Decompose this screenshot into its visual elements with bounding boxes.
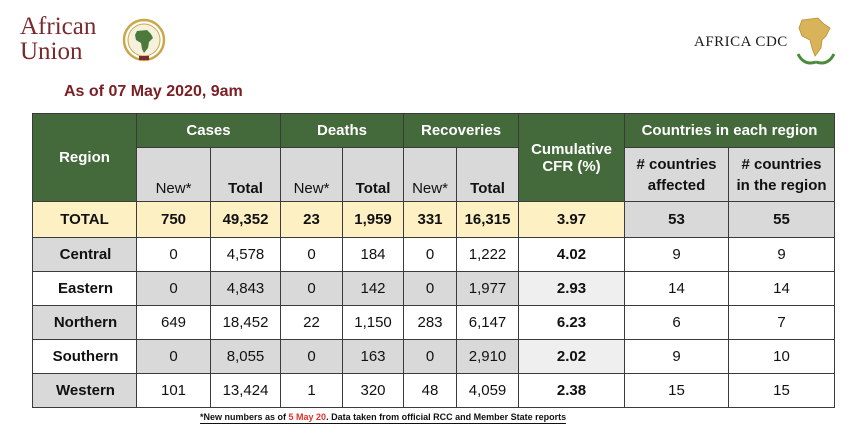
table-row-total: TOTAL 750 49,352 23 1,959 331 16,315 3.9… xyxy=(32,201,836,238)
cases-total: 18,452 xyxy=(209,305,282,340)
total-cases-total: 49,352 xyxy=(209,201,282,238)
recoveries-total: 4,059 xyxy=(456,373,520,408)
recoveries-total: 1,222 xyxy=(456,237,520,272)
recoveries-total: 6,147 xyxy=(456,305,520,340)
cdc-logo-text: AFRICA CDC xyxy=(694,34,788,50)
cfr-value: 2.38 xyxy=(518,373,626,408)
total-deaths-total: 1,959 xyxy=(342,201,405,238)
table-row: Southern 0 8,055 0 163 0 2,910 2.02 9 10 xyxy=(32,339,836,374)
total-deaths-new: 23 xyxy=(280,201,344,238)
deaths-total: 320 xyxy=(342,373,405,408)
header-cases-new: New* xyxy=(136,147,211,202)
region-name: Eastern xyxy=(32,271,137,306)
header-recoveries-new: New* xyxy=(403,147,458,202)
total-recoveries-total: 16,315 xyxy=(456,201,520,238)
countries-in-region: 9 xyxy=(728,237,836,272)
deaths-total: 1,150 xyxy=(342,305,405,340)
cdc-emblem-icon xyxy=(796,17,836,65)
african-union-logo: African Union xyxy=(20,14,170,74)
cfr-value: 4.02 xyxy=(518,237,626,272)
cfr-value: 2.93 xyxy=(518,271,626,306)
countries-affected: 9 xyxy=(624,339,730,374)
recoveries-new: 0 xyxy=(403,339,458,374)
report-date: As of 07 May 2020, 9am xyxy=(64,83,243,100)
cfr-value: 6.23 xyxy=(518,305,626,340)
au-emblem-icon xyxy=(122,18,166,62)
header-countries-in-region: # countries in the region xyxy=(728,147,836,202)
header-region: Region xyxy=(32,113,137,202)
deaths-total: 163 xyxy=(342,339,405,374)
countries-affected: 9 xyxy=(624,237,730,272)
countries-in-region: 15 xyxy=(728,373,836,408)
region-name: Southern xyxy=(32,339,137,374)
countries-in-region: 14 xyxy=(728,271,836,306)
countries-in-region: 7 xyxy=(728,305,836,340)
table-row: Eastern 0 4,843 0 142 0 1,977 2.93 14 14 xyxy=(32,271,836,306)
countries-affected: 15 xyxy=(624,373,730,408)
recoveries-new: 283 xyxy=(403,305,458,340)
countries-affected: 6 xyxy=(624,305,730,340)
au-logo-text: African Union xyxy=(20,13,97,65)
deaths-total: 184 xyxy=(342,237,405,272)
cases-new: 0 xyxy=(136,237,211,272)
header-recoveries-total: Total xyxy=(456,147,520,202)
total-label: TOTAL xyxy=(32,201,137,238)
cases-new: 0 xyxy=(136,271,211,306)
regional-statistics-table: Region Cases Deaths Recoveries Cumulativ… xyxy=(32,113,836,408)
total-countries-in-region: 55 xyxy=(728,201,836,238)
cases-total: 13,424 xyxy=(209,373,282,408)
cases-new: 649 xyxy=(136,305,211,340)
region-name: Central xyxy=(32,237,137,272)
cases-total: 4,843 xyxy=(209,271,282,306)
cases-new: 0 xyxy=(136,339,211,374)
countries-affected: 14 xyxy=(624,271,730,306)
cases-new: 101 xyxy=(136,373,211,408)
total-cfr: 3.97 xyxy=(518,201,626,238)
header-cases-total: Total xyxy=(209,147,282,202)
header-cases: Cases xyxy=(135,113,282,148)
cases-total: 8,055 xyxy=(209,339,282,374)
total-cases-new: 750 xyxy=(136,201,211,238)
deaths-new: 0 xyxy=(280,271,344,306)
header-cfr: Cumulative CFR (%) xyxy=(518,113,626,202)
countries-in-region: 10 xyxy=(728,339,836,374)
header-deaths: Deaths xyxy=(280,113,405,148)
deaths-total: 142 xyxy=(342,271,405,306)
recoveries-new: 48 xyxy=(403,373,458,408)
table-row: Northern 649 18,452 22 1,150 283 6,147 6… xyxy=(32,305,836,340)
header-deaths-total: Total xyxy=(342,147,405,202)
header-deaths-new: New* xyxy=(280,147,344,202)
region-name: Northern xyxy=(32,305,137,340)
total-countries-affected: 53 xyxy=(624,201,730,238)
deaths-new: 0 xyxy=(280,237,344,272)
deaths-new: 0 xyxy=(280,339,344,374)
header-recoveries: Recoveries xyxy=(403,113,520,148)
recoveries-total: 1,977 xyxy=(456,271,520,306)
header-countries: Countries in each region xyxy=(624,113,836,148)
africa-cdc-logo: AFRICA CDC xyxy=(690,12,840,72)
recoveries-new: 0 xyxy=(403,237,458,272)
table-row: Western 101 13,424 1 320 48 4,059 2.38 1… xyxy=(32,373,836,408)
deaths-new: 1 xyxy=(280,373,344,408)
cfr-value: 2.02 xyxy=(518,339,626,374)
recoveries-new: 0 xyxy=(403,271,458,306)
region-name: Western xyxy=(32,373,137,408)
header-countries-affected: # countries affected xyxy=(624,147,730,202)
table-row: Central 0 4,578 0 184 0 1,222 4.02 9 9 xyxy=(32,237,836,272)
deaths-new: 22 xyxy=(280,305,344,340)
recoveries-total: 2,910 xyxy=(456,339,520,374)
footnote-date: 5 May 20 xyxy=(288,412,327,422)
total-recoveries-new: 331 xyxy=(403,201,458,238)
footnote: *New numbers as of 5 May 20. Data taken … xyxy=(200,412,567,424)
cases-total: 4,578 xyxy=(209,237,282,272)
